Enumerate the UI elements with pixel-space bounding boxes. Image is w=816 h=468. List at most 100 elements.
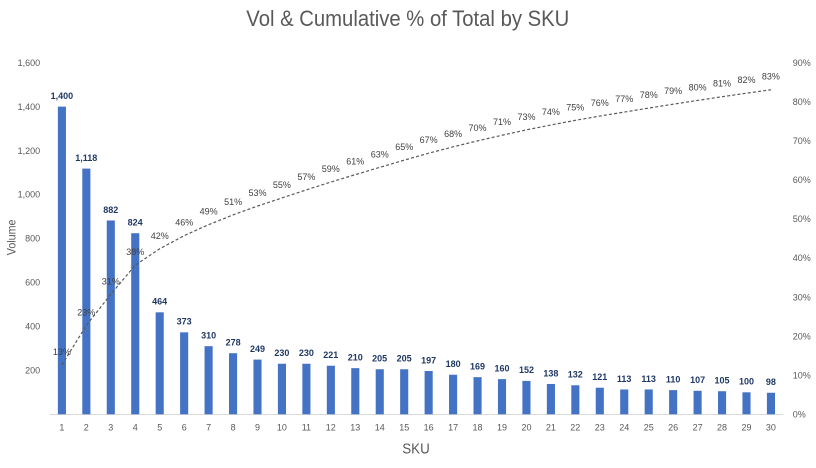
- svg-text:169: 169: [470, 362, 485, 372]
- svg-text:205: 205: [397, 354, 412, 364]
- svg-text:882: 882: [103, 205, 118, 215]
- svg-text:1,400: 1,400: [51, 91, 74, 101]
- svg-text:10: 10: [277, 423, 287, 433]
- svg-text:74%: 74%: [542, 107, 560, 117]
- svg-text:79%: 79%: [664, 86, 682, 96]
- svg-text:18: 18: [472, 423, 482, 433]
- svg-text:11: 11: [302, 423, 311, 433]
- svg-text:71%: 71%: [493, 117, 511, 127]
- svg-text:132: 132: [568, 370, 583, 380]
- svg-text:67%: 67%: [420, 135, 438, 145]
- svg-text:Vol & Cumulative % of Total by: Vol & Cumulative % of Total by SKU: [246, 6, 569, 31]
- svg-text:80%: 80%: [793, 97, 811, 107]
- svg-text:4: 4: [133, 423, 138, 433]
- svg-text:205: 205: [372, 354, 387, 364]
- svg-text:24: 24: [619, 423, 629, 433]
- svg-text:20: 20: [521, 423, 531, 433]
- svg-text:77%: 77%: [615, 94, 633, 104]
- svg-text:21: 21: [546, 423, 556, 433]
- svg-text:221: 221: [323, 350, 338, 360]
- svg-text:Volume: Volume: [4, 219, 18, 255]
- svg-text:12: 12: [326, 423, 336, 433]
- svg-text:83%: 83%: [762, 72, 780, 82]
- svg-text:63%: 63%: [371, 149, 389, 159]
- svg-text:1: 1: [59, 423, 64, 433]
- svg-text:113: 113: [641, 374, 656, 384]
- svg-text:78%: 78%: [640, 90, 658, 100]
- svg-text:19: 19: [497, 423, 507, 433]
- svg-text:1,200: 1,200: [18, 146, 41, 156]
- svg-text:SKU: SKU: [402, 441, 430, 457]
- svg-text:30%: 30%: [793, 292, 811, 302]
- svg-text:60%: 60%: [793, 175, 811, 185]
- svg-text:16: 16: [424, 423, 434, 433]
- svg-text:76%: 76%: [591, 98, 609, 108]
- svg-text:17: 17: [448, 423, 458, 433]
- svg-text:1,000: 1,000: [18, 190, 41, 200]
- svg-text:464: 464: [152, 297, 167, 307]
- svg-text:230: 230: [274, 348, 289, 358]
- svg-text:1,400: 1,400: [18, 102, 41, 112]
- svg-text:1,600: 1,600: [18, 58, 41, 68]
- svg-text:38%: 38%: [126, 247, 144, 257]
- svg-text:7: 7: [206, 423, 211, 433]
- svg-text:113: 113: [617, 374, 632, 384]
- svg-text:1,118: 1,118: [75, 153, 97, 163]
- svg-text:23%: 23%: [77, 307, 95, 317]
- svg-text:31%: 31%: [102, 276, 120, 286]
- svg-text:10%: 10%: [793, 370, 811, 380]
- svg-text:73%: 73%: [517, 112, 535, 122]
- svg-text:249: 249: [250, 344, 265, 354]
- svg-text:40%: 40%: [793, 253, 811, 263]
- svg-text:22: 22: [570, 423, 580, 433]
- svg-text:70%: 70%: [468, 123, 486, 133]
- svg-text:5: 5: [157, 423, 162, 433]
- svg-text:53%: 53%: [248, 188, 266, 198]
- svg-text:110: 110: [666, 374, 681, 384]
- svg-text:65%: 65%: [395, 142, 413, 152]
- svg-text:20%: 20%: [793, 331, 811, 341]
- svg-text:9: 9: [255, 423, 260, 433]
- svg-text:29: 29: [741, 423, 751, 433]
- svg-text:13%: 13%: [53, 347, 71, 357]
- svg-text:100: 100: [739, 377, 754, 387]
- svg-text:51%: 51%: [224, 197, 242, 207]
- svg-text:0%: 0%: [793, 410, 806, 420]
- svg-text:30: 30: [766, 423, 776, 433]
- svg-text:105: 105: [714, 376, 729, 386]
- svg-text:75%: 75%: [566, 102, 584, 112]
- svg-text:230: 230: [299, 348, 314, 358]
- svg-text:14: 14: [375, 423, 385, 433]
- svg-text:310: 310: [201, 331, 216, 341]
- svg-text:197: 197: [421, 355, 436, 365]
- svg-text:42%: 42%: [151, 231, 169, 241]
- svg-text:23: 23: [595, 423, 605, 433]
- svg-text:90%: 90%: [793, 58, 811, 68]
- svg-text:400: 400: [25, 322, 40, 332]
- svg-text:57%: 57%: [297, 172, 315, 182]
- svg-text:25: 25: [644, 423, 654, 433]
- svg-text:27: 27: [693, 423, 703, 433]
- svg-text:15: 15: [399, 423, 409, 433]
- svg-text:2: 2: [84, 423, 89, 433]
- svg-text:98: 98: [766, 377, 776, 387]
- svg-text:138: 138: [543, 368, 558, 378]
- svg-text:68%: 68%: [444, 129, 462, 139]
- svg-text:81%: 81%: [713, 79, 731, 89]
- svg-text:59%: 59%: [322, 164, 340, 174]
- svg-text:210: 210: [348, 352, 363, 362]
- svg-text:61%: 61%: [346, 157, 364, 167]
- svg-text:46%: 46%: [175, 218, 193, 228]
- svg-text:160: 160: [494, 363, 509, 373]
- svg-text:50%: 50%: [793, 214, 811, 224]
- svg-text:26: 26: [668, 423, 678, 433]
- svg-text:28: 28: [717, 423, 727, 433]
- svg-text:121: 121: [592, 372, 607, 382]
- svg-text:200: 200: [25, 366, 40, 376]
- svg-text:152: 152: [519, 365, 534, 375]
- svg-text:82%: 82%: [737, 75, 755, 85]
- svg-text:824: 824: [128, 218, 143, 228]
- svg-text:13: 13: [350, 423, 360, 433]
- svg-text:800: 800: [25, 234, 40, 244]
- svg-text:8: 8: [231, 423, 236, 433]
